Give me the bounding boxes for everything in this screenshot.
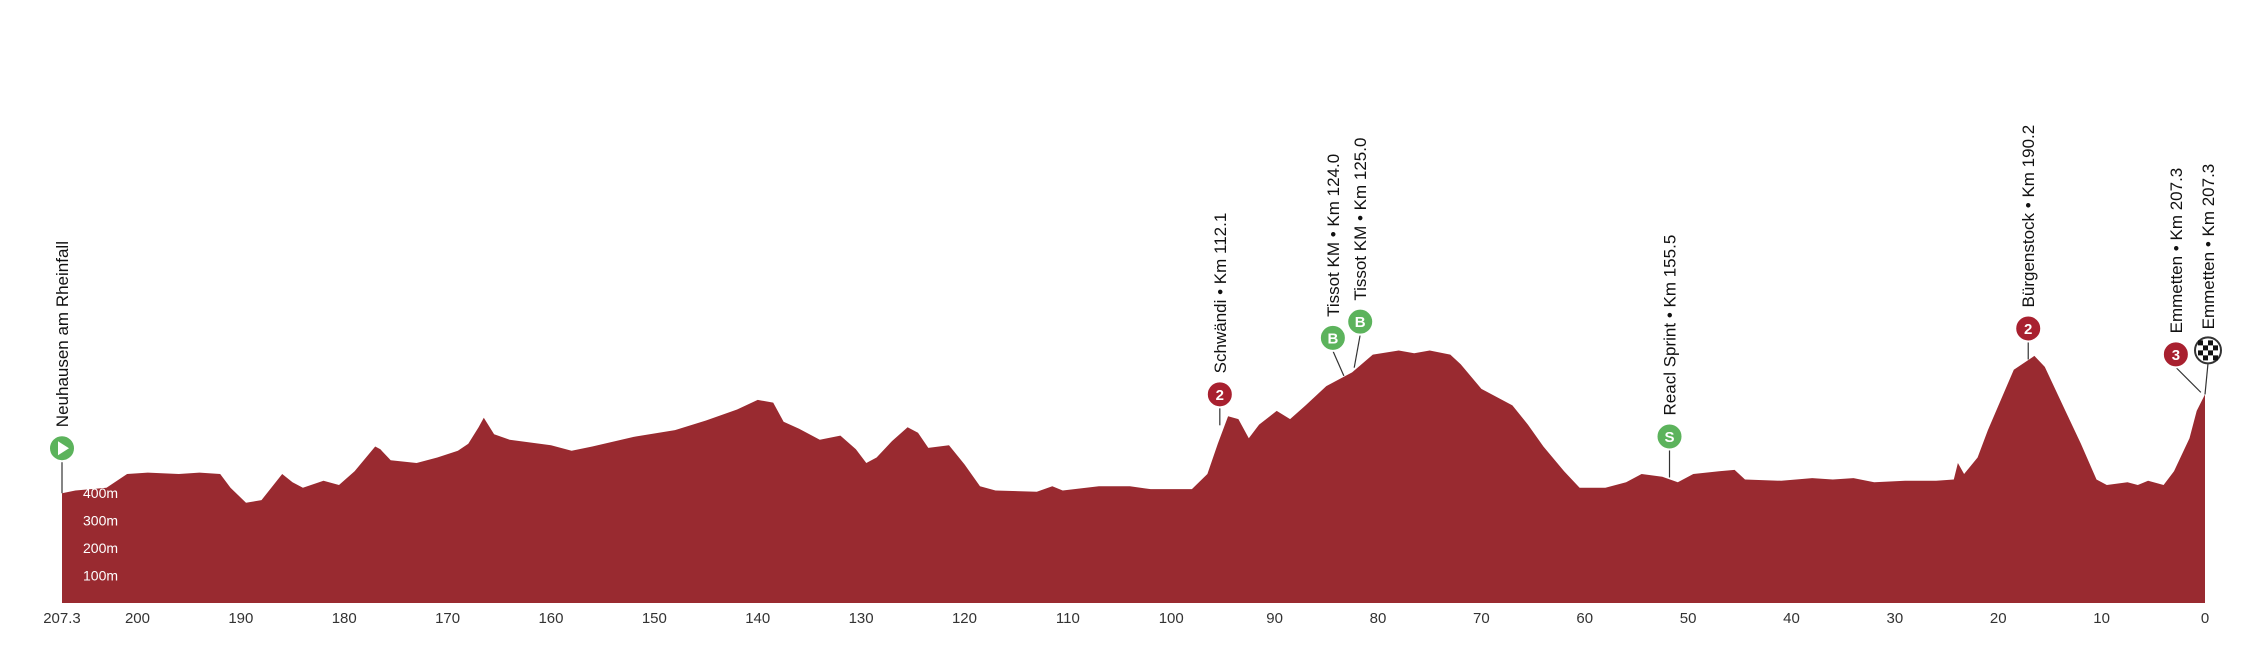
checker-square — [2198, 350, 2203, 356]
y-tick-label: 100m — [83, 568, 118, 584]
marker-label: Emmetten • Km 207.3 — [2167, 168, 2186, 334]
checker-square — [2203, 345, 2208, 351]
sprint-badge-icon — [1346, 307, 1375, 336]
climb-badge-icon — [2161, 340, 2190, 369]
x-tick-label: 20 — [1990, 610, 2007, 627]
marker-sprint: B Tissot KM • Km 124.0 — [1318, 154, 1347, 377]
x-tick-label: 10 — [2093, 610, 2110, 627]
x-tick-label: 90 — [1266, 610, 1283, 627]
checker-square — [2213, 355, 2218, 361]
x-tick-label: 30 — [1887, 610, 1904, 627]
x-tick-label: 50 — [1680, 610, 1697, 627]
badge-symbol: B — [1355, 314, 1366, 331]
climb-badge-icon — [1205, 380, 1234, 409]
x-tick-label: 40 — [1783, 610, 1800, 627]
marker-start: Neuhausen am Rheinfall — [48, 241, 76, 494]
marker-stem — [2175, 366, 2202, 393]
y-tick-label: 800m — [83, 375, 118, 391]
x-tick-label: 100 — [1159, 610, 1184, 627]
marker-label: Bürgenstock • Km 190.2 — [2019, 125, 2038, 308]
sprint-badge-icon — [1655, 422, 1684, 451]
x-tick-label: 180 — [332, 610, 357, 627]
climb-badge-icon — [2014, 314, 2043, 343]
checker-square — [2208, 350, 2213, 356]
x-tick-label: 150 — [642, 610, 667, 627]
marker-label: Tissot KM • Km 124.0 — [1324, 154, 1343, 317]
x-tick-label: 120 — [952, 610, 977, 627]
y-tick-label: 1300m — [83, 238, 126, 254]
marker-label: Reacl Sprint • Km 155.5 — [1661, 235, 1680, 416]
x-tick-label: 160 — [538, 610, 563, 627]
checker-square — [2198, 340, 2203, 346]
x-tick-label: 170 — [435, 610, 460, 627]
y-tick-label: 300m — [83, 513, 118, 529]
marker-climb: 3 Emmetten • Km 207.3 — [2161, 168, 2202, 393]
marker-climb: 2 Bürgenstock • Km 190.2 — [2014, 125, 2043, 360]
marker-stem — [1332, 350, 1345, 377]
y-tick-label: 600m — [83, 430, 118, 446]
x-tick-label: 200 — [125, 610, 150, 627]
x-tick-label: 140 — [745, 610, 770, 627]
badge-symbol: 2 — [2024, 321, 2032, 338]
y-tick-label: 1500m — [83, 183, 126, 199]
marker-stem — [1353, 334, 1361, 368]
x-tick-label: 0 — [2201, 610, 2209, 627]
sprint-badge-icon — [1318, 323, 1347, 352]
marker-sprint: B Tissot KM • Km 125.0 — [1346, 138, 1375, 368]
marker-stem — [2204, 363, 2209, 395]
marker-climb: 2 Schwändi • Km 112.1 — [1205, 213, 1234, 426]
checker-square — [2203, 355, 2208, 361]
marker-sprint: S Reacl Sprint • Km 155.5 — [1655, 235, 1684, 478]
checker-square — [2213, 345, 2218, 351]
y-tick-label: 500m — [83, 458, 118, 474]
marker-label: Neuhausen am Rheinfall — [53, 241, 72, 427]
marker-finish: Emmetten • Km 207.3 — [2194, 164, 2222, 395]
y-tick-label: 1400m — [83, 211, 126, 227]
x-tick-label: 207.3 — [43, 610, 81, 627]
y-tick-label: 1000m — [83, 321, 126, 337]
x-tick-label: 130 — [849, 610, 874, 627]
x-tick-label: 70 — [1473, 610, 1490, 627]
badge-symbol: 2 — [1216, 387, 1224, 404]
y-tick-label: 200m — [83, 540, 118, 556]
marker-label: Emmetten • Km 207.3 — [2199, 164, 2218, 330]
x-tick-label: 80 — [1370, 610, 1387, 627]
play-icon — [58, 441, 69, 456]
marker-label: Schwändi • Km 112.1 — [1211, 213, 1230, 374]
x-tick-label: 110 — [1056, 610, 1080, 627]
badge-symbol: S — [1665, 429, 1675, 446]
badge-symbol: B — [1327, 330, 1338, 347]
y-tick-label: 700m — [83, 403, 118, 419]
elevation-profile-area — [62, 350, 2205, 603]
checker-square — [2208, 340, 2213, 346]
y-tick-label: 1100m — [83, 293, 125, 309]
y-tick-label: 900m — [83, 348, 118, 364]
y-tick-label: 1200m — [83, 266, 126, 282]
x-tick-label: 190 — [228, 610, 253, 627]
x-tick-label: 60 — [1576, 610, 1593, 627]
badge-symbol: 3 — [2172, 347, 2180, 364]
marker-label: Tissot KM • Km 125.0 — [1351, 138, 1370, 301]
y-tick-label: 400m — [83, 485, 118, 501]
